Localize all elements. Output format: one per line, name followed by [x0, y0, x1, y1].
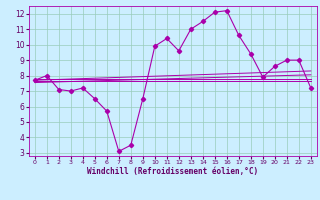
X-axis label: Windchill (Refroidissement éolien,°C): Windchill (Refroidissement éolien,°C) — [87, 167, 258, 176]
